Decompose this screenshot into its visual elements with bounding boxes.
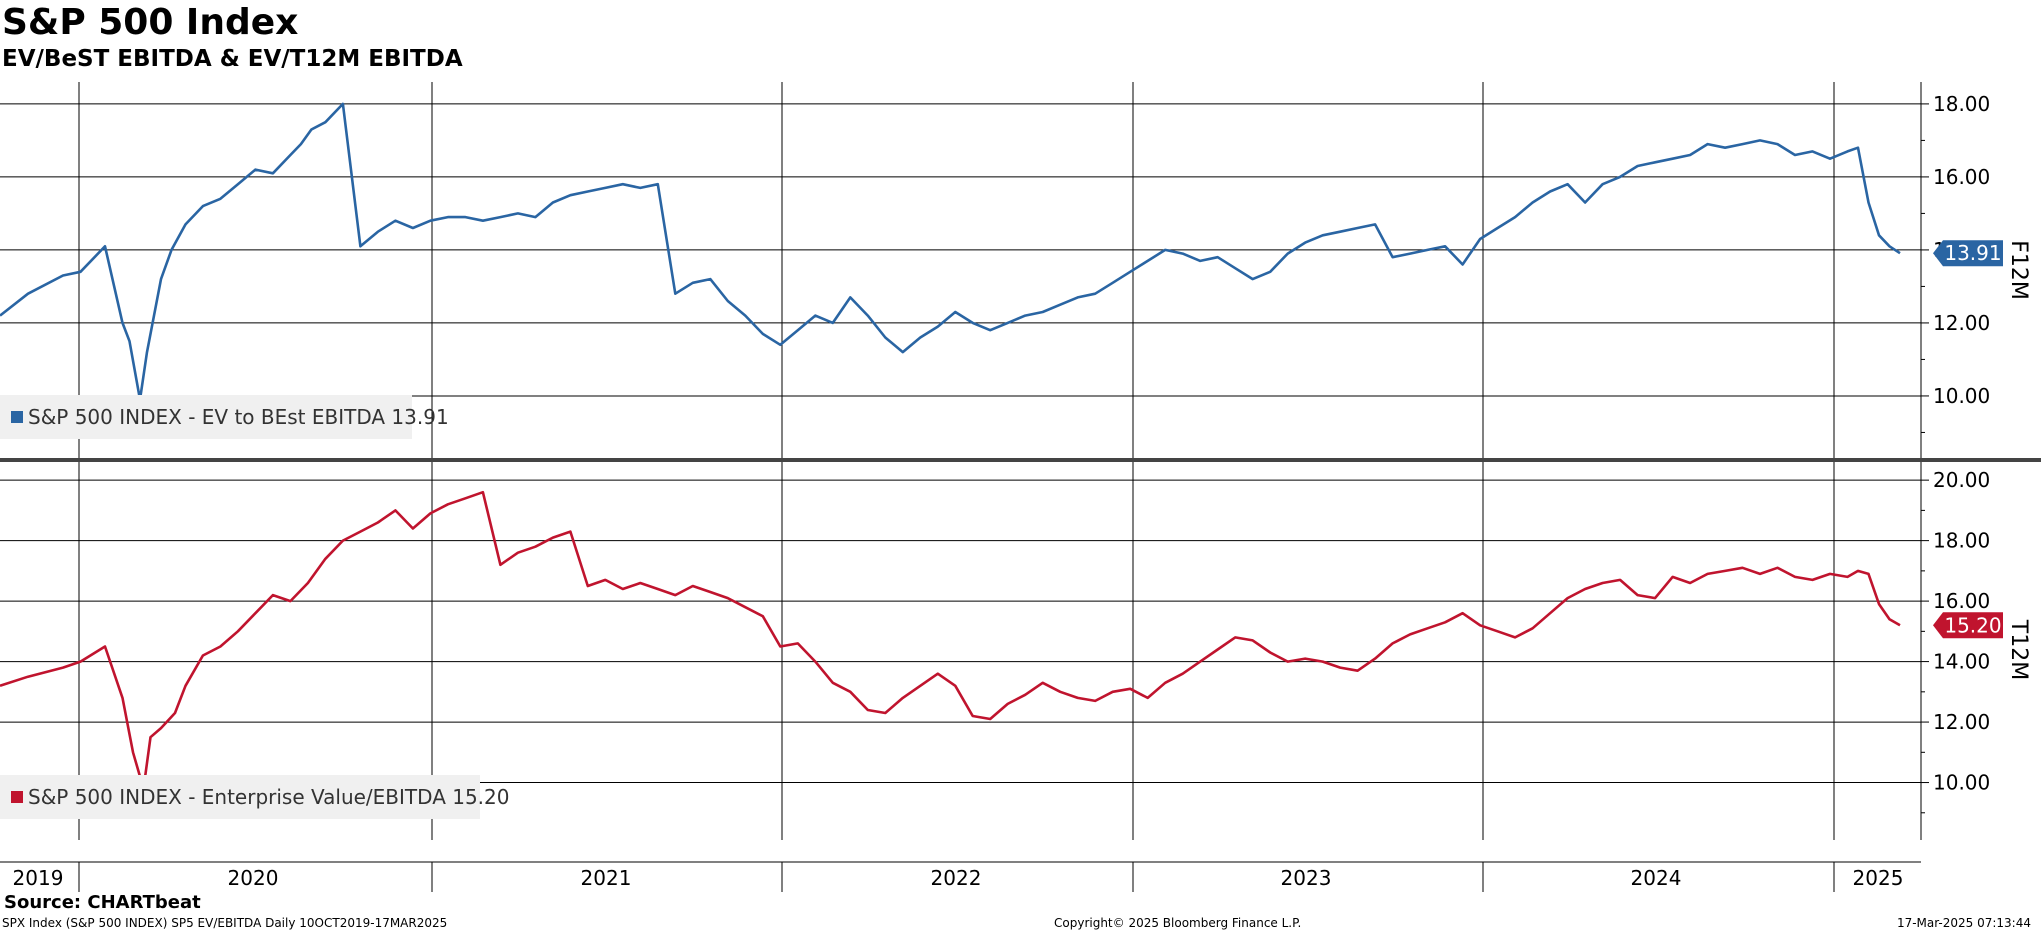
y-tick-label: 10.00	[1933, 384, 1990, 408]
footer-timestamp: 17-Mar-2025 07:13:44	[1896, 916, 2031, 930]
y-tick-label: 18.00	[1933, 92, 1990, 116]
source-note: Source: CHARTbeat	[4, 892, 201, 913]
y-tick-label: 14.00	[1933, 650, 1990, 674]
chart-title: S&P 500 Index	[2, 2, 299, 43]
legend-background	[0, 395, 412, 439]
x-tick-label: 2021	[581, 866, 632, 890]
y-tick-label: 10.00	[1933, 771, 1990, 795]
legend-swatch	[11, 411, 23, 423]
axes-frame	[0, 82, 2041, 892]
y-tick-label: 16.00	[1933, 589, 1990, 613]
x-tick-label: 2023	[1281, 866, 1332, 890]
chart-subtitle: EV/BeST EBITDA & EV/T12M EBITDA	[2, 46, 463, 72]
y-tick-label: 18.00	[1933, 529, 1990, 553]
right-axis-label: F12M	[2006, 240, 2031, 300]
last-value-tag-bg	[1933, 612, 2003, 639]
y-tick-label: 20.00	[1933, 468, 1990, 492]
y-tick-label: 16.00	[1933, 165, 1990, 189]
x-tick-label: 2019	[13, 866, 64, 890]
right-axis-label: T12M	[2006, 619, 2031, 680]
x-tick-label: 2020	[228, 866, 279, 890]
last-value-text: 15.20	[1944, 613, 2001, 637]
series-line	[0, 102, 1901, 401]
y-tick-label: 12.00	[1933, 710, 1990, 734]
legend-swatch	[11, 791, 23, 803]
footer-copyright: Copyright© 2025 Bloomberg Finance L.P.	[1054, 916, 1302, 930]
last-value-tag-bg	[1933, 240, 2003, 267]
last-value-tag: 15.20	[1933, 612, 2003, 639]
legend-background	[0, 775, 480, 819]
x-tick-label: 2025	[1853, 866, 1904, 890]
x-tick-label: 2022	[931, 866, 982, 890]
legend: S&P 500 INDEX - Enterprise Value/EBITDA …	[0, 775, 509, 819]
last-value-tag: 13.91	[1933, 240, 2003, 267]
legend-label: S&P 500 INDEX - EV to BEst EBITDA 13.91	[28, 405, 449, 429]
y-tick-label: 12.00	[1933, 311, 1990, 335]
series-line	[0, 490, 1901, 790]
top-panel-series	[0, 102, 1901, 401]
legend: S&P 500 INDEX - EV to BEst EBITDA 13.91	[0, 395, 449, 439]
legend-label: S&P 500 INDEX - Enterprise Value/EBITDA …	[28, 785, 509, 809]
last-value-text: 13.91	[1944, 241, 2001, 265]
x-tick-label: 2024	[1631, 866, 1682, 890]
legends: S&P 500 INDEX - EV to BEst EBITDA 13.91 S…	[0, 395, 509, 819]
bottom-panel-grid	[0, 462, 1921, 840]
bottom-panel-series	[0, 490, 1901, 790]
footer-ticker-info: SPX Index (S&P 500 INDEX) SP5 EV/EBITDA …	[2, 916, 448, 930]
